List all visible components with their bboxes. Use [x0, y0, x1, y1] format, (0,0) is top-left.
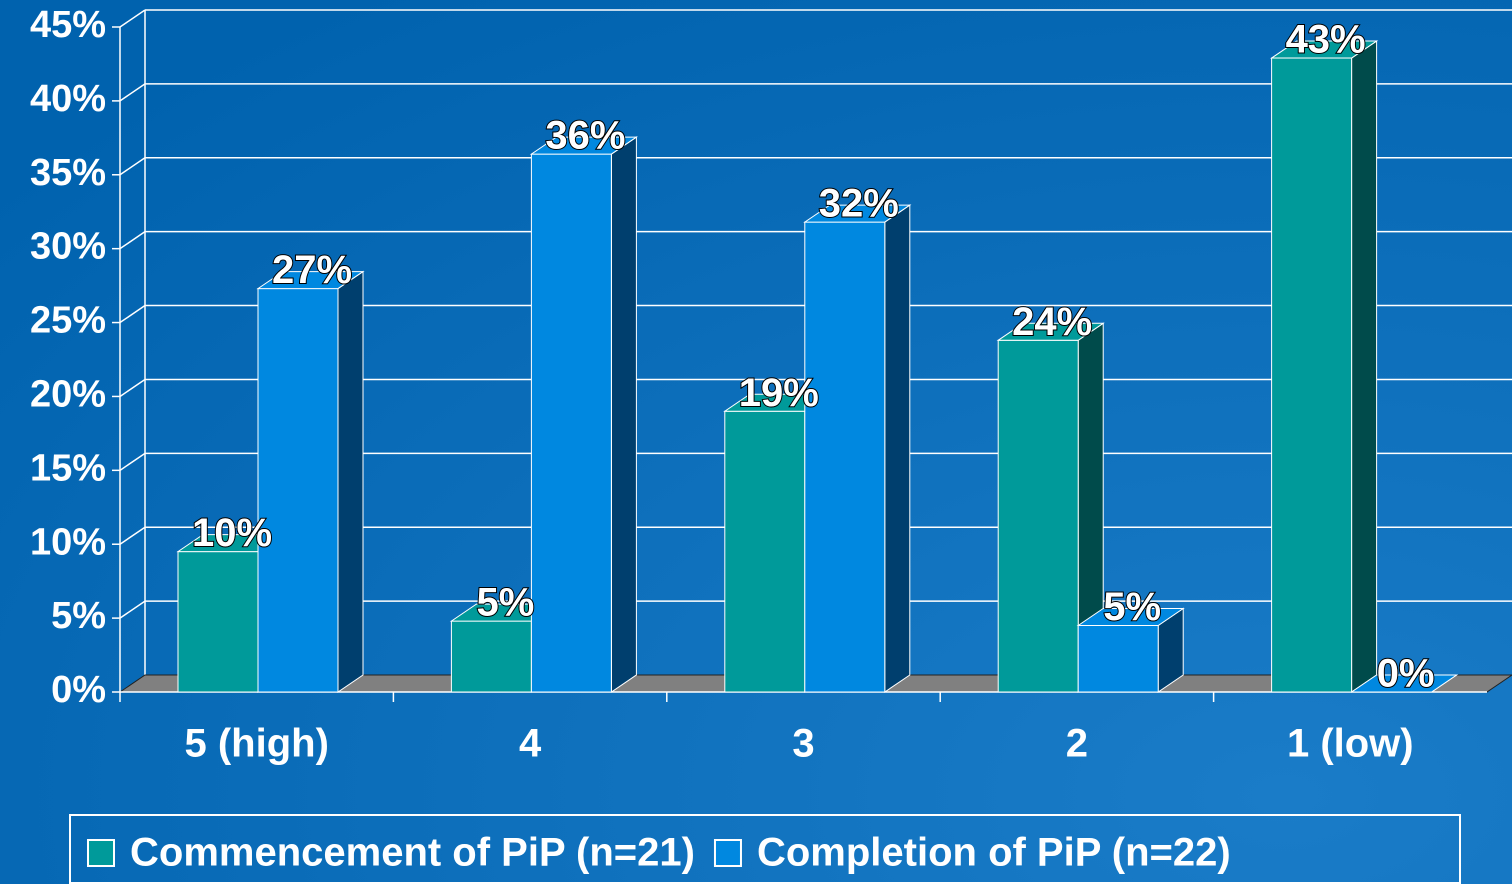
- y-tick-label: 35%: [30, 152, 106, 194]
- data-label: 24%: [1012, 300, 1092, 344]
- bar: [257, 288, 339, 693]
- x-tick-label: 3: [792, 722, 814, 766]
- grid-line-side: [119, 378, 146, 398]
- grid-line-side: [119, 231, 146, 250]
- data-label: 0%: [1377, 652, 1435, 696]
- grid-line-side: [119, 526, 146, 545]
- y-tick-label: 20%: [30, 373, 106, 415]
- bar-top: [529, 136, 639, 155]
- y-tick-label: 30%: [30, 226, 106, 268]
- legend-swatch: [87, 839, 115, 867]
- grid-line-side: [119, 600, 146, 619]
- bar-side: [1351, 40, 1378, 693]
- y-tick-label: 15%: [30, 447, 106, 489]
- data-label: 36%: [545, 114, 625, 158]
- bar: [724, 410, 806, 693]
- legend-label: Commencement of PiP (n=21): [130, 831, 695, 875]
- bar-top: [803, 204, 912, 223]
- bar-top: [996, 322, 1105, 341]
- bar: [530, 153, 612, 693]
- data-label: 43%: [1286, 18, 1366, 62]
- bar-top: [1349, 674, 1459, 693]
- x-tick-label: 4: [519, 722, 542, 766]
- y-tick-label: 25%: [30, 300, 106, 342]
- y-tick-label: 0%: [51, 669, 106, 711]
- legend-box: [69, 814, 1461, 884]
- bar: [997, 339, 1079, 693]
- legend-swatch: [713, 839, 742, 867]
- legend-label: Completion of PiP (n=22): [757, 831, 1231, 875]
- bar: [450, 620, 532, 693]
- data-label: 5%: [1103, 585, 1161, 629]
- data-label: 19%: [739, 371, 819, 415]
- grid-line-side: [119, 83, 146, 102]
- bar-side: [610, 136, 637, 693]
- bar-top: [256, 271, 365, 290]
- y-tick-label: 10%: [30, 521, 106, 563]
- grid-line-side: [119, 157, 146, 176]
- bar: [1271, 57, 1353, 693]
- bar: [804, 221, 886, 693]
- bar-side: [337, 270, 364, 693]
- x-tick-label: 1 (low): [1287, 722, 1414, 766]
- grid-line-side: [119, 452, 146, 471]
- x-tick-label: 2: [1066, 722, 1088, 766]
- bar-top: [1076, 608, 1185, 626]
- x-tick-label: 5 (high): [184, 722, 328, 766]
- bar: [1077, 625, 1159, 693]
- grid-line-side: [119, 304, 146, 324]
- y-tick-label: 5%: [51, 595, 106, 637]
- data-label: 32%: [819, 182, 899, 226]
- y-tick-label: 45%: [30, 4, 106, 46]
- grid-line-side: [119, 9, 146, 28]
- bar-side: [884, 204, 911, 693]
- bar-top: [1269, 40, 1379, 59]
- y-tick-label: 40%: [30, 78, 106, 120]
- data-label: 27%: [272, 248, 352, 292]
- data-label: 5%: [476, 581, 534, 625]
- data-label: 10%: [192, 511, 272, 555]
- bar: [177, 551, 259, 693]
